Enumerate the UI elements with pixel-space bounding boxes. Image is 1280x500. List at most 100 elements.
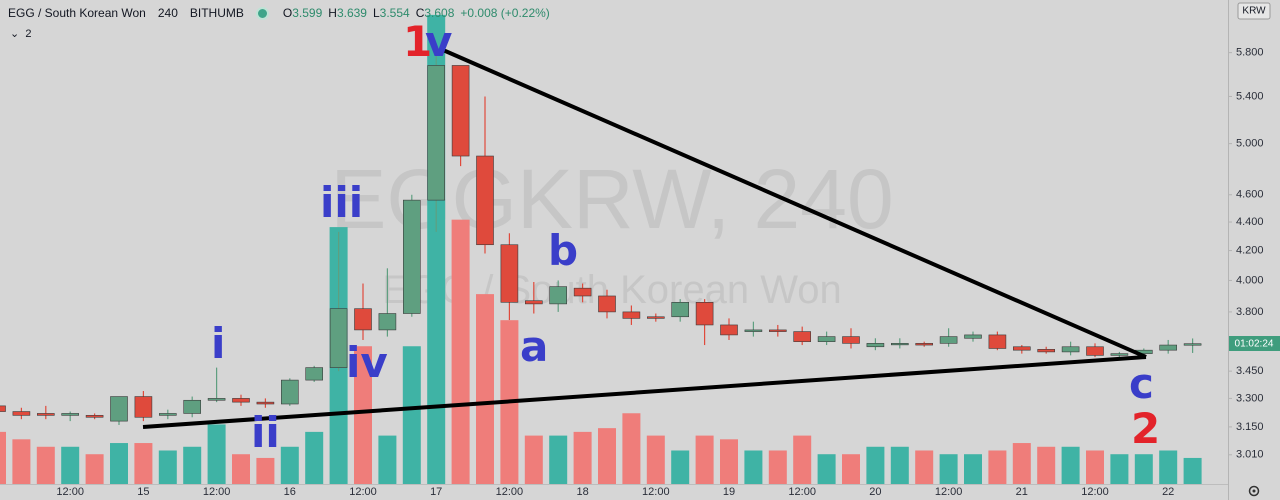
candle-body xyxy=(427,65,446,201)
volume-bar xyxy=(866,446,885,484)
wave-label: b xyxy=(548,226,578,275)
volume-bar xyxy=(915,450,934,484)
volume-bar xyxy=(61,446,80,484)
candle-body xyxy=(1159,344,1177,351)
x-tick-label: 22 xyxy=(1162,486,1174,498)
candle-body xyxy=(500,244,519,303)
x-tick-label: 16 xyxy=(284,486,296,498)
volume-bar xyxy=(817,454,836,484)
volume-bar xyxy=(207,424,226,484)
ohlc-key: C xyxy=(415,6,425,20)
currency-badge[interactable] xyxy=(1237,2,1271,20)
indicator-count: 2 xyxy=(25,28,32,40)
candle-body xyxy=(85,415,104,418)
x-tick-label: 12:00 xyxy=(203,486,231,498)
x-tick-label: 12:00 xyxy=(349,486,377,498)
trend-line xyxy=(442,48,1147,359)
volume-bar xyxy=(1086,450,1104,484)
volume-bar xyxy=(964,454,982,484)
candle-body xyxy=(36,413,55,416)
volume-bar xyxy=(110,443,128,484)
x-tick-label: 15 xyxy=(137,486,149,498)
y-tick-label: 5.400 xyxy=(1236,90,1264,102)
volume-bar xyxy=(1134,454,1153,484)
candle-body xyxy=(988,334,1007,349)
x-tick-label: 21 xyxy=(1016,486,1028,498)
wave-label: 1 xyxy=(403,17,432,66)
candle-body xyxy=(354,308,372,331)
candle-body xyxy=(256,401,275,405)
volume-bar xyxy=(158,450,177,484)
wave-label: a xyxy=(520,322,548,371)
volume-bar xyxy=(354,346,372,484)
volume-bar xyxy=(256,457,275,484)
candle-body xyxy=(183,399,201,414)
wave-label: 2 xyxy=(1131,404,1160,453)
candle-body xyxy=(524,300,543,305)
price-axis xyxy=(1228,0,1280,500)
currency-label: KRW xyxy=(1242,6,1266,17)
volume-bar xyxy=(85,454,104,484)
wave-label: v xyxy=(425,17,452,66)
x-tick-label: 12:00 xyxy=(56,486,84,498)
y-tick-label: 4.400 xyxy=(1236,216,1264,228)
candle-body xyxy=(817,336,836,342)
x-tick-label: 18 xyxy=(576,486,588,498)
volume-bar xyxy=(842,454,860,484)
candle-body xyxy=(1086,346,1104,356)
x-tick-label: 20 xyxy=(869,486,881,498)
ohlc-value: 3.599 xyxy=(292,6,323,20)
status-dot xyxy=(255,6,269,20)
volume-bar xyxy=(280,446,299,484)
candle-body xyxy=(964,334,982,339)
volume-bar xyxy=(476,294,494,484)
x-tick-label: 19 xyxy=(723,486,735,498)
wave-label: c xyxy=(1129,359,1154,408)
symbol[interactable]: EGG / South Korean Won xyxy=(8,6,146,20)
candle-body xyxy=(915,343,934,346)
ohlc-value: 3.608 xyxy=(424,6,455,20)
candle-body xyxy=(890,343,909,346)
ohlc-value: 3.639 xyxy=(336,6,367,20)
y-tick-label: 3.010 xyxy=(1236,449,1264,461)
volume-bar xyxy=(720,439,738,484)
x-tick-label: 12:00 xyxy=(935,486,963,498)
candle-body xyxy=(476,155,494,246)
candle-body xyxy=(110,396,128,422)
candle-body xyxy=(549,286,568,305)
candle-body xyxy=(842,336,860,344)
interval: 240 xyxy=(157,6,178,20)
legend-header: EGG / South Korean Won 240 BITHUMB O 3.59… xyxy=(8,6,550,20)
y-tick-label: 4.200 xyxy=(1236,244,1264,256)
y-tick-label: 5.800 xyxy=(1236,47,1264,59)
volume-bar xyxy=(1061,446,1080,484)
volume-bar xyxy=(0,431,6,484)
candle-body xyxy=(720,324,738,336)
candle-body xyxy=(671,301,690,318)
volume-bar xyxy=(890,446,909,484)
candle-body xyxy=(1061,346,1080,353)
y-tick-label: 5.000 xyxy=(1236,138,1264,150)
x-tick-label: 12:00 xyxy=(788,486,816,498)
change: +0.008 (+0.22%) xyxy=(460,6,550,20)
volume-bar xyxy=(451,219,470,484)
volume-bar xyxy=(402,346,421,484)
volume-bar xyxy=(622,413,641,484)
settings-icon[interactable] xyxy=(1248,485,1260,497)
volume-bar xyxy=(232,454,250,484)
volume-bar xyxy=(1012,443,1031,484)
y-tick-label: 3.300 xyxy=(1236,392,1264,404)
indicator-toggle[interactable]: ⌄ 2 xyxy=(10,28,32,40)
candle-body xyxy=(207,398,226,401)
candle-body xyxy=(232,398,250,403)
x-tick-label: 17 xyxy=(430,486,442,498)
volume-bar xyxy=(744,450,763,484)
ohlc-value: 3.554 xyxy=(379,6,410,20)
wave-label: iii xyxy=(320,178,363,227)
candle-body xyxy=(939,336,958,344)
ohlc-key: H xyxy=(328,6,337,20)
y-tick-label: 4.000 xyxy=(1236,274,1264,286)
candle-body xyxy=(793,331,812,342)
